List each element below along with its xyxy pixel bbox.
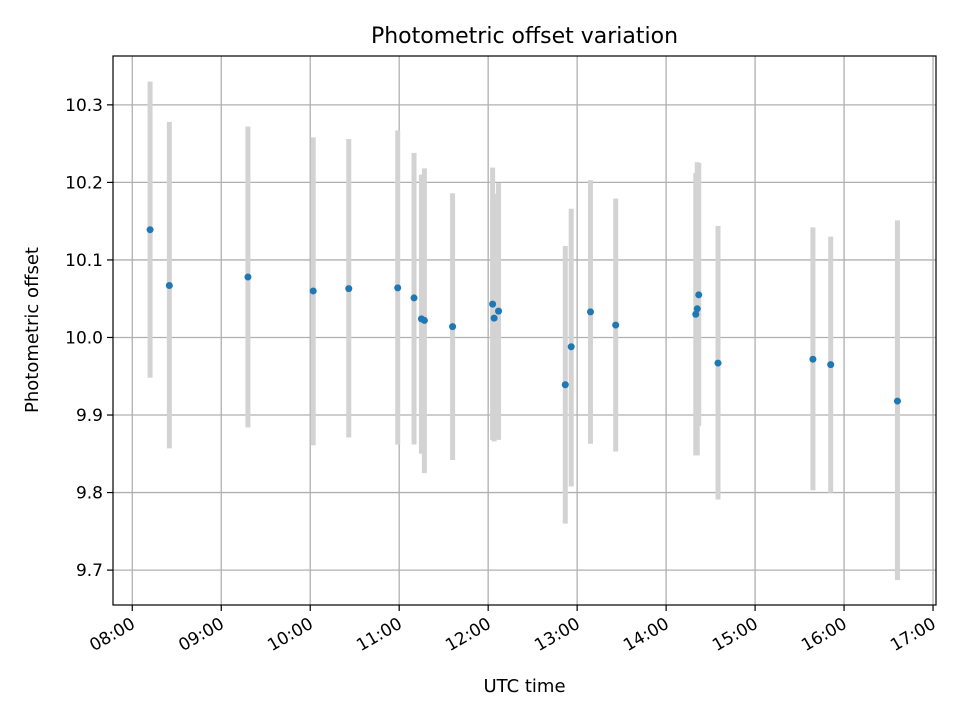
- data-point: [586, 308, 594, 316]
- y-tick-label: 10.1: [65, 251, 103, 271]
- data-points: [146, 226, 901, 405]
- x-tick-label: 17:00: [887, 614, 939, 656]
- y-tick-label: 10.2: [65, 173, 103, 193]
- x-tick-label: 08:00: [86, 614, 138, 656]
- data-point: [567, 343, 575, 351]
- x-tick-label: 10:00: [264, 614, 316, 656]
- x-tick-label: 13:00: [531, 614, 583, 656]
- y-axis: 9.7 9.8 9.9 10.0 10.1 10.2 10.3: [65, 96, 113, 581]
- y-axis-label: Photometric offset: [22, 247, 43, 413]
- y-tick-label: 9.9: [76, 406, 103, 426]
- y-tick-label: 10.0: [65, 328, 103, 348]
- plot-area: [112, 55, 937, 606]
- data-point: [394, 284, 402, 292]
- data-point: [495, 307, 503, 315]
- x-tick-label: 09:00: [175, 614, 227, 656]
- x-tick-label: 14:00: [620, 614, 672, 656]
- data-point: [692, 310, 700, 318]
- data-point: [309, 287, 317, 295]
- data-point: [146, 226, 154, 234]
- y-tick-label: 9.7: [76, 561, 103, 581]
- y-tick-label: 10.3: [65, 96, 103, 116]
- grid: [113, 56, 936, 605]
- data-point: [244, 273, 252, 281]
- data-point: [345, 285, 353, 293]
- x-axis-label: UTC time: [483, 676, 565, 697]
- y-tick-label: 9.8: [76, 484, 103, 504]
- data-point: [165, 282, 173, 290]
- x-tick-label: 11:00: [353, 614, 405, 656]
- data-point: [893, 397, 901, 405]
- x-axis: 08:00 09:00 10:00 11:00 12:00 13:00 14:00 15:00…: [86, 605, 940, 656]
- data-point: [561, 381, 569, 389]
- data-point: [612, 321, 620, 329]
- data-point: [410, 294, 418, 302]
- data-point: [490, 314, 498, 322]
- data-point: [827, 361, 835, 369]
- x-tick-label: 12:00: [442, 614, 494, 656]
- data-point: [714, 359, 722, 367]
- data-point: [695, 291, 703, 299]
- data-point: [449, 323, 457, 331]
- chart-title: Photometric offset variation: [371, 24, 678, 49]
- data-point: [489, 300, 497, 308]
- data-point: [693, 305, 701, 313]
- x-tick-label: 16:00: [798, 614, 850, 656]
- error-bars: [147, 81, 900, 581]
- data-point: [420, 316, 428, 324]
- data-point: [809, 355, 817, 363]
- x-tick-label: 15:00: [709, 614, 761, 656]
